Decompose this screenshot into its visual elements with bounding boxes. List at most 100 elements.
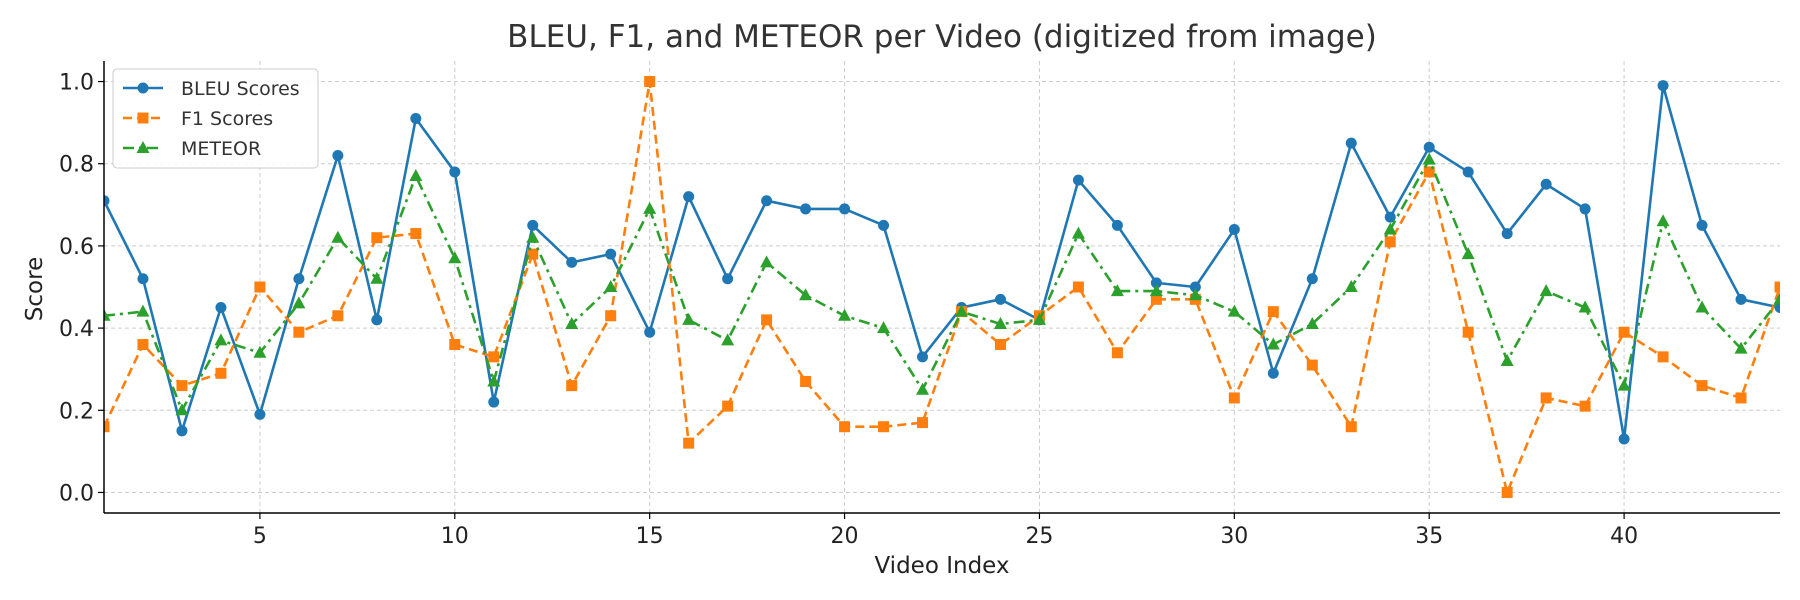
data-point xyxy=(761,314,773,326)
data-point xyxy=(566,256,578,268)
data-point xyxy=(1462,326,1474,338)
data-point xyxy=(839,421,851,433)
data-point xyxy=(526,230,540,243)
data-point xyxy=(878,421,890,433)
data-point xyxy=(137,339,149,351)
data-point xyxy=(215,302,227,314)
data-point xyxy=(877,321,891,334)
data-point xyxy=(1228,223,1240,235)
data-point xyxy=(917,417,929,429)
data-point xyxy=(799,288,813,301)
y-tick-label: 0.8 xyxy=(59,153,94,178)
series-line xyxy=(104,158,1780,412)
data-point xyxy=(605,310,617,322)
data-point xyxy=(176,380,188,392)
grid xyxy=(104,61,1780,513)
legend-item: METEOR xyxy=(123,138,261,160)
data-point xyxy=(293,273,305,285)
legend-marker xyxy=(136,141,150,153)
data-point xyxy=(1110,284,1124,297)
data-point xyxy=(1384,211,1396,223)
data-point xyxy=(1188,288,1202,301)
data-point xyxy=(254,281,266,293)
data-point xyxy=(410,228,422,240)
data-point xyxy=(722,273,734,285)
data-point xyxy=(1579,400,1591,412)
data-point xyxy=(487,374,501,387)
data-point xyxy=(1267,367,1279,379)
y-tick-label: 1.0 xyxy=(59,71,94,96)
data-point xyxy=(800,376,812,388)
data-point xyxy=(993,316,1007,329)
data-point xyxy=(1072,174,1084,186)
data-point xyxy=(994,293,1006,305)
chart-title: BLEU, F1, and METEOR per Video (digitize… xyxy=(507,19,1377,55)
data-point xyxy=(1618,433,1630,445)
data-point xyxy=(410,113,422,125)
data-point xyxy=(1422,152,1436,165)
data-point xyxy=(643,201,657,214)
data-point xyxy=(1266,337,1280,350)
data-point xyxy=(214,333,228,346)
data-point xyxy=(1383,222,1397,235)
data-point xyxy=(1617,378,1631,391)
data-point xyxy=(1657,351,1669,363)
data-point xyxy=(839,203,851,215)
data-point xyxy=(448,251,462,264)
data-point xyxy=(1345,421,1357,433)
data-point xyxy=(215,367,227,379)
data-point xyxy=(1227,304,1241,317)
data-point xyxy=(331,230,345,243)
data-point xyxy=(1150,277,1162,289)
legend-box xyxy=(112,68,319,169)
data-point xyxy=(644,76,656,88)
data-point xyxy=(527,248,539,260)
data-point xyxy=(371,314,383,326)
y-axis-label: Score xyxy=(22,257,48,321)
data-point xyxy=(1501,486,1513,498)
data-point xyxy=(838,308,852,321)
data-point xyxy=(1579,203,1591,215)
data-point xyxy=(1540,392,1552,404)
data-point xyxy=(1071,226,1085,239)
data-point xyxy=(1111,219,1123,231)
data-point xyxy=(371,232,383,244)
data-point xyxy=(104,308,111,321)
data-point xyxy=(917,351,929,363)
legend: BLEU Scores F1 Scores METEOR xyxy=(112,68,319,169)
data-point xyxy=(1462,166,1474,178)
legend-marker xyxy=(137,82,149,94)
data-point xyxy=(527,219,539,231)
data-point xyxy=(137,273,149,285)
data-point xyxy=(1306,273,1318,285)
y-tick-label: 0.2 xyxy=(59,399,94,424)
data-point xyxy=(1344,280,1358,292)
data-point xyxy=(409,169,423,182)
legend-label: METEOR xyxy=(181,138,261,160)
data-point xyxy=(994,339,1006,351)
y-tick-label: 0.6 xyxy=(59,235,94,260)
x-tick-label: 25 xyxy=(1025,524,1053,549)
data-point xyxy=(683,437,695,449)
data-point xyxy=(1774,281,1780,293)
data-point xyxy=(1228,392,1240,404)
data-point xyxy=(1423,141,1435,153)
y-tick-label: 0.4 xyxy=(59,317,94,342)
data-point xyxy=(1696,380,1708,392)
legend-label: F1 Scores xyxy=(181,108,273,130)
series-layer xyxy=(104,76,1780,498)
legend-label: BLEU Scores xyxy=(181,78,300,100)
data-point xyxy=(722,400,734,412)
data-point xyxy=(760,255,774,268)
data-point xyxy=(954,304,968,317)
data-point xyxy=(449,339,461,351)
data-point xyxy=(292,296,306,309)
series-f1-scores xyxy=(104,76,1780,498)
data-point xyxy=(254,408,266,420)
data-point xyxy=(1656,214,1670,227)
data-point xyxy=(1111,347,1123,359)
data-point xyxy=(605,248,617,260)
data-point xyxy=(1189,281,1201,293)
data-point xyxy=(1150,293,1162,305)
data-point xyxy=(566,380,578,392)
